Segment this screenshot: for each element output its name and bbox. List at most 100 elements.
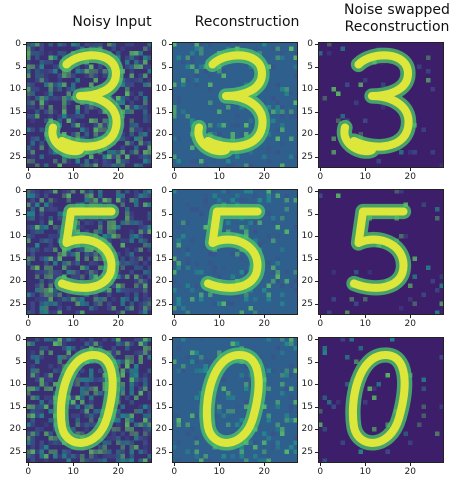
noise-pixel bbox=[75, 418, 80, 423]
noise-pixel bbox=[116, 154, 121, 159]
noise-pixel bbox=[435, 288, 440, 293]
noise-pixel bbox=[125, 288, 130, 293]
y-tick-mark bbox=[169, 66, 172, 68]
noise-pixel bbox=[143, 413, 148, 418]
noise-pixel bbox=[30, 105, 35, 110]
noise-pixel bbox=[75, 413, 80, 418]
noise-pixel bbox=[39, 355, 44, 360]
noise-pixel bbox=[221, 69, 226, 74]
noise-pixel bbox=[262, 458, 267, 463]
noise-pixel bbox=[280, 391, 285, 396]
noise-pixel bbox=[221, 73, 226, 78]
noise-pixel bbox=[138, 154, 143, 159]
noise-pixel bbox=[134, 395, 139, 400]
noise-pixel bbox=[244, 400, 249, 405]
noise-pixel bbox=[89, 105, 94, 110]
noise-pixel bbox=[138, 337, 143, 342]
noise-pixel bbox=[327, 51, 332, 56]
noise-pixel bbox=[98, 445, 103, 450]
noise-pixel bbox=[199, 355, 204, 360]
noise-pixel bbox=[125, 109, 130, 114]
noise-pixel bbox=[275, 346, 280, 351]
x-tick-mark bbox=[73, 463, 75, 466]
noise-pixel bbox=[235, 154, 240, 159]
noise-pixel bbox=[35, 368, 40, 373]
noise-pixel bbox=[129, 391, 134, 396]
y-tick-label: 5 bbox=[307, 356, 313, 367]
noise-pixel bbox=[75, 404, 80, 409]
noise-pixel bbox=[199, 211, 204, 216]
noise-pixel bbox=[44, 337, 49, 342]
noise-pixel bbox=[147, 391, 152, 396]
digit-stroke bbox=[48, 51, 121, 156]
noise-pixel bbox=[143, 243, 148, 248]
noise-pixel bbox=[84, 386, 89, 391]
noise-pixel bbox=[248, 150, 253, 155]
noise-pixel bbox=[185, 310, 190, 315]
panel-frame bbox=[172, 189, 298, 315]
y-tick-label: 25 bbox=[9, 151, 21, 162]
noise-pixel bbox=[57, 51, 62, 56]
noise-pixel bbox=[129, 100, 134, 105]
noise-pixel bbox=[358, 132, 363, 137]
noise-pixel bbox=[84, 229, 89, 234]
noise-pixel bbox=[403, 234, 408, 239]
image-panel bbox=[318, 189, 444, 315]
noise-pixel bbox=[53, 109, 58, 114]
noise-pixel bbox=[35, 265, 40, 270]
digit-image bbox=[26, 337, 152, 463]
noise-pixel bbox=[199, 368, 204, 373]
noise-pixel bbox=[107, 229, 112, 234]
noise-pixel bbox=[66, 96, 71, 101]
noise-pixel bbox=[75, 46, 80, 51]
noise-pixel bbox=[280, 51, 285, 56]
noise-pixel bbox=[176, 243, 181, 248]
noise-pixel bbox=[129, 445, 134, 450]
noise-pixel bbox=[430, 87, 435, 92]
noise-pixel bbox=[39, 382, 44, 387]
noise-pixel bbox=[71, 346, 76, 351]
noise-pixel bbox=[138, 288, 143, 293]
noise-pixel bbox=[53, 64, 58, 69]
noise-pixel bbox=[84, 109, 89, 114]
noise-pixel bbox=[275, 445, 280, 450]
noise-pixel bbox=[372, 386, 377, 391]
y-tick-mark bbox=[23, 429, 26, 431]
noise-pixel bbox=[93, 449, 98, 454]
noise-pixel bbox=[39, 127, 44, 132]
noise-pixel bbox=[26, 341, 31, 346]
y-tick-label: 10 bbox=[301, 379, 313, 390]
y-tick-mark bbox=[23, 339, 26, 341]
noise-pixel bbox=[185, 422, 190, 427]
x-tick-mark bbox=[118, 168, 120, 171]
noise-pixel bbox=[44, 82, 49, 87]
noise-pixel bbox=[194, 69, 199, 74]
noise-pixel bbox=[248, 220, 253, 225]
y-tick-mark bbox=[23, 258, 26, 260]
noise-pixel bbox=[89, 368, 94, 373]
noise-pixel bbox=[129, 400, 134, 405]
noise-pixel bbox=[39, 306, 44, 311]
noise-pixel bbox=[89, 64, 94, 69]
noise-pixel bbox=[80, 337, 85, 342]
noise-pixel bbox=[125, 96, 130, 101]
noise-pixel bbox=[147, 55, 152, 60]
noise-pixel bbox=[125, 261, 130, 266]
noise-pixel bbox=[120, 265, 125, 270]
noise-pixel bbox=[134, 105, 139, 110]
noise-pixel bbox=[203, 69, 208, 74]
noise-pixel bbox=[26, 413, 31, 418]
noise-pixel bbox=[48, 109, 53, 114]
noise-pixel bbox=[147, 64, 152, 69]
x-tick-label: 10 bbox=[67, 319, 79, 329]
noise-pixel bbox=[48, 270, 53, 275]
noise-pixel bbox=[71, 404, 76, 409]
noise-pixel bbox=[48, 189, 53, 194]
noise-pixel bbox=[147, 427, 152, 432]
noise-pixel bbox=[71, 42, 76, 47]
noise-pixel bbox=[372, 427, 377, 432]
noise-pixel bbox=[435, 207, 440, 212]
noise-pixel bbox=[138, 229, 143, 234]
noise-pixel bbox=[138, 141, 143, 146]
noise-pixel bbox=[35, 359, 40, 364]
